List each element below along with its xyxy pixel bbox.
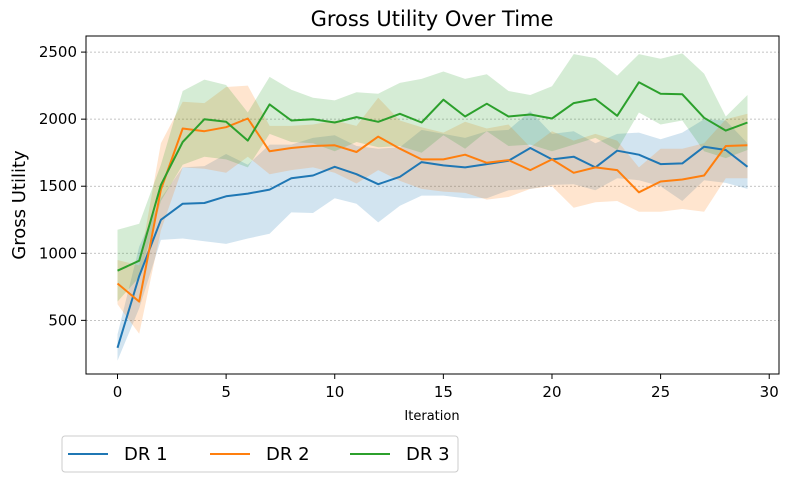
x-tick-label: 30 <box>760 383 779 401</box>
series-line-2 <box>116 117 748 303</box>
y-tick-label: 1000 <box>39 244 77 262</box>
confidence-bands <box>117 53 748 361</box>
y-tick-label: 500 <box>48 311 77 329</box>
x-tick-label: 10 <box>325 383 344 401</box>
x-tick-label: 25 <box>651 383 670 401</box>
y-axis-ticks: 500 1000 1500 2000 2500 <box>39 43 86 329</box>
plot-area-frame <box>85 35 780 375</box>
series-lines <box>116 81 749 349</box>
legend-label-series-2: DR 2 <box>266 444 310 465</box>
legend-label-series-1: DR 1 <box>124 444 168 465</box>
series-line-1 <box>116 145 749 349</box>
x-axis-ticks: 0 5 10 15 20 25 30 <box>113 374 779 401</box>
confidence-band-series-1 <box>117 111 748 361</box>
legend-label-series-3: DR 3 <box>406 444 450 465</box>
y-axis-label: Gross Utility <box>9 150 30 260</box>
y-tick-label: 1500 <box>39 177 77 195</box>
series-line-3 <box>117 81 748 272</box>
x-tick-label: 0 <box>113 383 123 401</box>
x-tick-label: 20 <box>542 383 561 401</box>
legend-frame <box>61 435 459 473</box>
chart-title: Gross Utility Over Time <box>311 7 554 31</box>
y-tick-label: 2000 <box>39 110 77 128</box>
confidence-band-series-2 <box>117 85 748 334</box>
y-tick-label: 2500 <box>39 43 77 61</box>
legend-items: DR 1 DR 2 DR 3 <box>68 444 450 465</box>
gridlines <box>86 51 779 321</box>
x-tick-label: 15 <box>434 383 453 401</box>
x-tick-label: 5 <box>221 383 231 401</box>
x-axis-label: Iteration <box>404 409 459 424</box>
confidence-band-series-3 <box>117 53 748 302</box>
legend: DR 1 DR 2 DR 3 <box>61 435 459 473</box>
